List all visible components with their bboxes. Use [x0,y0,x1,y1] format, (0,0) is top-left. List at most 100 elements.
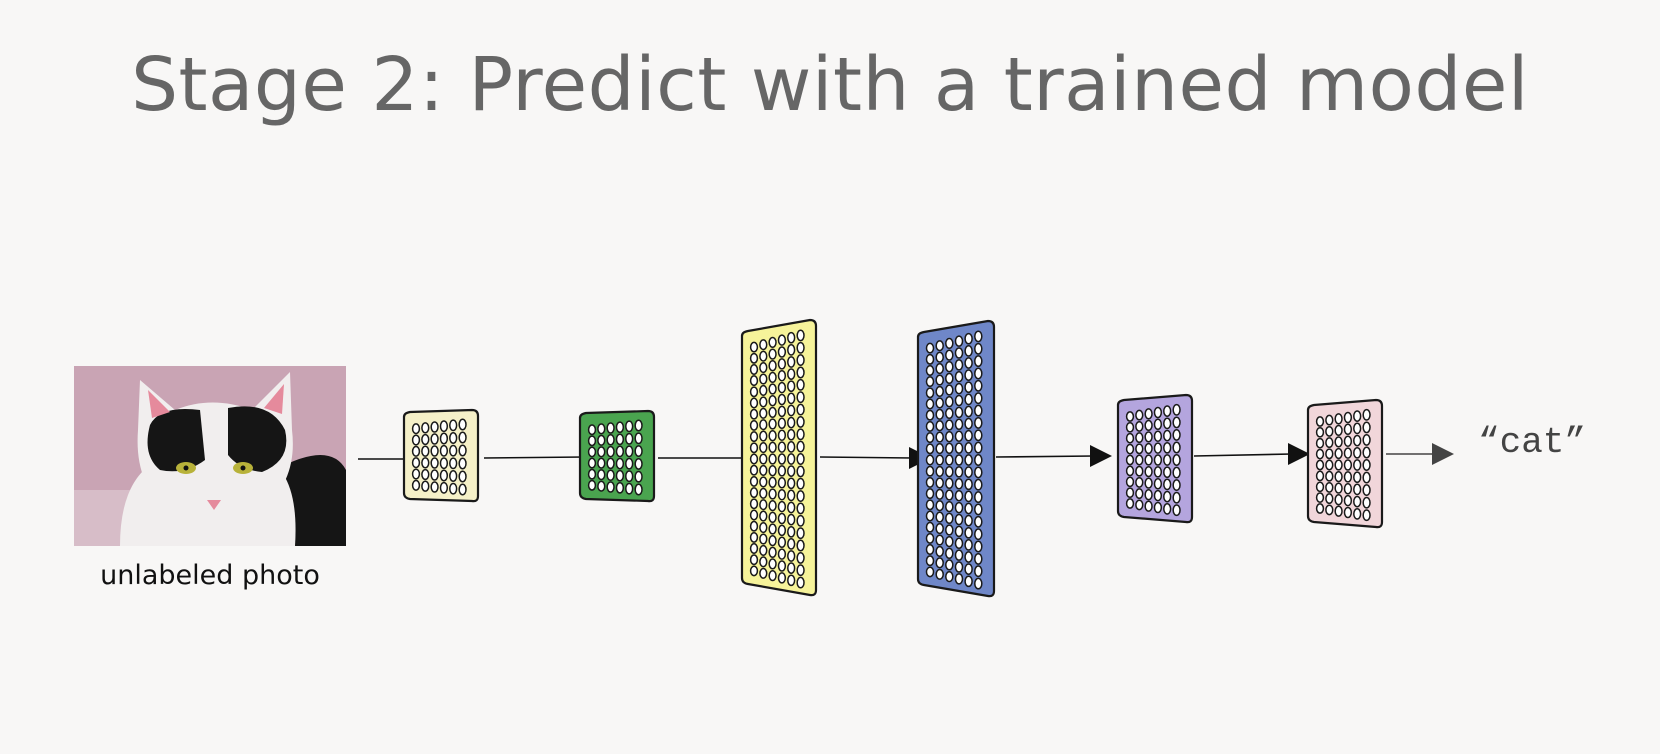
neuron-node [974,392,983,405]
neuron-node [1315,481,1325,493]
neuron-node [777,524,787,537]
neuron-node [935,374,944,386]
neuron-node [945,431,954,443]
neuron-node [945,361,954,373]
neuron-node [796,539,805,552]
neuron-node [597,423,606,435]
neuron-node [935,363,944,375]
neuron-node [625,432,634,445]
neuron-node [954,335,964,347]
neuron-node [749,543,759,554]
neuron-node [749,408,759,420]
neuron-node [925,521,935,533]
layer-1 [402,408,480,503]
neuron-node [787,416,796,429]
neuron-node [615,481,625,494]
neuron-node [1163,429,1172,442]
neuron-node [925,566,935,578]
neuron-node [759,339,768,351]
neuron-node [1172,441,1181,454]
neuron-node [925,488,935,500]
neuron-node [974,491,983,504]
neuron-node [777,500,787,513]
neuron-node [964,514,973,527]
neuron-node [759,556,768,568]
neuron-node [749,475,759,487]
neuron-node [430,433,439,445]
arrow-5 [995,445,1112,467]
neuron-node [606,434,615,446]
neuron-node [945,384,954,396]
neuron-node [759,533,768,545]
neuron-node [974,577,983,590]
neuron-node [796,502,805,515]
arrowhead [1432,443,1454,465]
neuron-node [796,354,805,367]
neuron-node [1315,492,1325,503]
neuron-node [796,378,805,391]
neuron-node [458,483,467,496]
neuron-node [421,468,430,481]
neuron-node [1353,422,1362,435]
neuron-node [954,489,964,502]
neuron-node [1144,489,1153,501]
neuron-node [1153,418,1163,431]
neuron-node [759,510,768,522]
neuron-node [625,457,634,470]
neuron-node [935,397,944,409]
neuron-node [421,480,430,492]
neuron-node [964,357,973,369]
neuron-node [1153,478,1163,490]
neuron-node [974,441,983,454]
neuron-node [777,572,787,584]
layer-6 [1306,398,1384,529]
neuron-node [935,511,944,523]
neuron-node [925,398,935,410]
neuron-node [945,500,954,513]
neuron-node [749,487,759,499]
neuron-node [1362,408,1371,421]
neuron-node [974,466,983,479]
neuron-node [768,534,777,547]
neuron-node [749,386,759,398]
neuron-node [787,344,796,356]
neuron-node [1343,483,1353,495]
neuron-node [974,552,983,565]
neuron-node [768,360,777,372]
neuron-node [759,487,768,499]
cat-photo-image [74,366,346,546]
neuron-node [935,420,944,432]
neuron-node [954,501,964,514]
neuron-node [1343,447,1353,459]
neuron-node [787,453,796,465]
neuron-node [759,499,768,511]
neuron-node [768,336,777,349]
neuron-node [954,525,964,538]
neuron-node [1315,416,1325,427]
neuron-node [1144,419,1153,432]
neuron-node [768,395,777,407]
neuron-node [777,465,787,477]
neuron-node [777,393,787,406]
neuron-node [1125,443,1135,455]
neuron-node [749,442,759,454]
neuron-node [759,453,768,465]
neuron-node [768,430,777,442]
neuron-node [768,569,777,582]
neuron-node [1315,503,1325,514]
neuron-node [1135,476,1144,488]
neuron-node [749,352,759,364]
neuron-node [925,432,935,444]
neuron-node [1362,509,1371,522]
arrow-4 [819,447,931,469]
neuron-node [411,479,421,491]
neuron-node [1315,459,1325,471]
neuron-node [749,341,759,353]
neuron-node [759,362,768,374]
neuron-node [964,442,973,454]
neuron-node [759,373,768,385]
neuron-node [421,457,430,469]
neuron-node [974,540,983,553]
neuron-node [1125,411,1135,422]
neuron-node [411,434,421,446]
